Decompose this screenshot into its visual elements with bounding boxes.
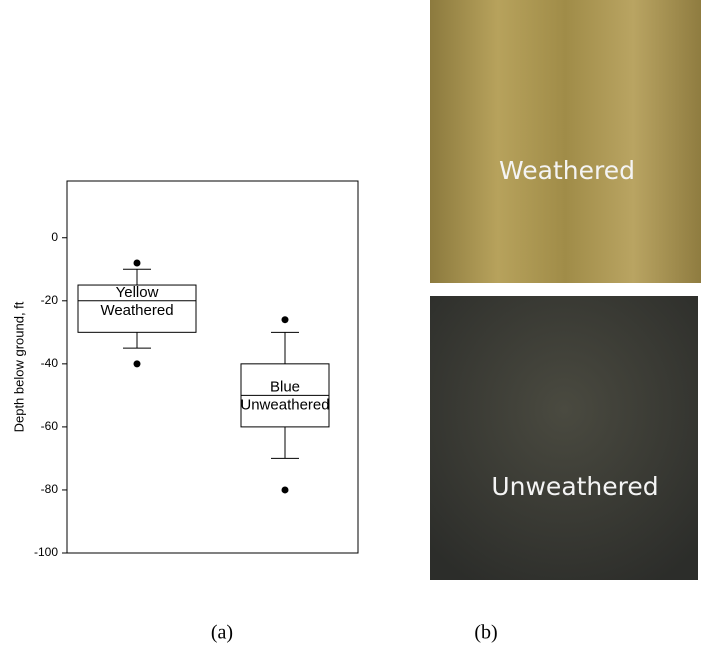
panel-label: (b) [474,622,497,644]
photo-unweathered [430,296,698,580]
figure: Weathered Unweathered (a) (b) Depth belo… [0,0,709,653]
y-axis-label: Depth below ground, ft [11,301,26,432]
box-label: Yellow [116,284,159,301]
y-tick-label: 0 [51,230,58,244]
photo-label: Unweathered [491,472,658,501]
y-tick-label: -80 [41,482,59,496]
y-tick-label: -100 [34,545,58,559]
box-label: Weathered [100,302,173,319]
box-label: Unweathered [240,396,329,413]
outlier [282,316,289,323]
box-label: Blue [270,378,300,395]
photo-weathered [430,0,701,283]
y-tick-label: -20 [41,293,59,307]
outlier [134,259,141,266]
y-tick-label: -40 [41,356,59,370]
outlier [134,360,141,367]
photo-label: Weathered [499,156,635,185]
outlier [282,486,289,493]
y-tick-label: -60 [41,419,59,433]
panel-label: (a) [211,622,233,644]
